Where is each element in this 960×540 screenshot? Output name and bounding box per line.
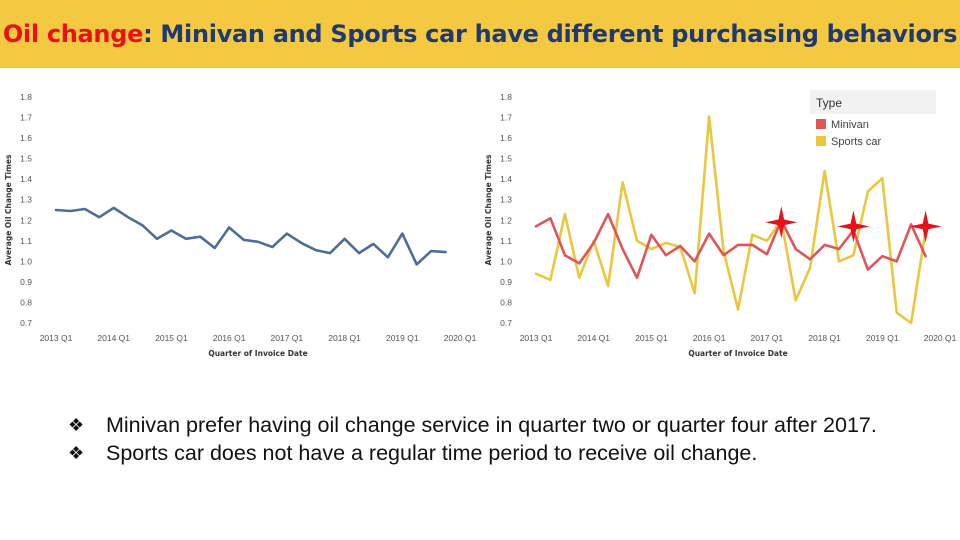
bullet-item: ❖ Minivan prefer having oil change servi… (68, 412, 928, 438)
y-tick-label: 1.4 (500, 174, 512, 184)
y-tick-label: 1.3 (20, 195, 32, 205)
y-tick-label: 0.9 (500, 277, 512, 287)
title-bar: Oil change: Minivan and Sports car have … (0, 0, 960, 68)
legend-header-bg (810, 90, 936, 114)
y-tick-label: 1.7 (20, 113, 32, 123)
bullet-marker-icon: ❖ (68, 443, 85, 463)
y-tick-label: 1.4 (20, 174, 32, 184)
x-tick-label: 2018 Q1 (328, 333, 361, 343)
bullet-text: Sports car does not have a regular time … (106, 441, 758, 465)
y-tick-label: 1.5 (500, 154, 512, 164)
y-tick-label: 0.9 (20, 277, 32, 287)
series-line-minivan (534, 212, 927, 280)
legend-swatch (816, 136, 826, 146)
x-tick-label: 2014 Q1 (577, 333, 610, 343)
y-tick-label: 0.8 (20, 297, 32, 307)
y-tick-label: 1.1 (500, 236, 512, 246)
y-tick-label: 1.8 (500, 92, 512, 102)
y-tick-label: 1.8 (20, 92, 32, 102)
bullet-list: ❖ Minivan prefer having oil change servi… (68, 412, 928, 468)
bullet-text: Minivan prefer having oil change service… (106, 413, 877, 437)
y-tick-label: 1.5 (20, 154, 32, 164)
x-tick-label: 2017 Q1 (271, 333, 304, 343)
star-icon (765, 206, 798, 239)
x-tick-label: 2019 Q1 (386, 333, 419, 343)
series-line-sports-car (534, 115, 927, 325)
x-axis-title: Quarter of Invoice Date (688, 349, 787, 358)
x-tick-label: 2015 Q1 (155, 333, 188, 343)
y-tick-label: 1.2 (500, 215, 512, 225)
chart-overall: 0.7 0.8 0.9 1.0 1.1 1.2 1.3 1.4 1.5 1.6 1.7 1.8 2013… (4, 92, 477, 358)
y-tick-label: 1.0 (20, 256, 32, 266)
x-tick-label: 2014 Q1 (97, 333, 130, 343)
legend-label: Minivan (831, 119, 869, 131)
x-tick-label: 2016 Q1 (693, 333, 726, 343)
series-line-avg (54, 206, 447, 266)
x-tick-label: 2016 Q1 (213, 333, 246, 343)
x-tick-label: 2013 Q1 (40, 333, 73, 343)
title-text: : Minivan and Sports car have different … (143, 20, 958, 48)
y-tick-label: 0.8 (500, 297, 512, 307)
x-tick-label: 2019 Q1 (866, 333, 899, 343)
x-tick-label: 2015 Q1 (635, 333, 668, 343)
title-highlight: Oil change (2, 20, 144, 48)
y-tick-label: 1.1 (20, 236, 32, 246)
y-tick-label: 0.7 (500, 318, 512, 328)
y-tick-label: 0.7 (20, 318, 32, 328)
star-icon (837, 210, 870, 243)
x-tick-label: 2020 Q1 (444, 333, 477, 343)
y-tick-label: 1.6 (20, 133, 32, 143)
y-axis-title: Average Oil Change Times (484, 154, 493, 265)
x-tick-label: 2020 Q1 (924, 333, 957, 343)
y-axis-title: Average Oil Change Times (4, 154, 13, 265)
legend-title: Type (816, 96, 842, 110)
legend-label: Sports car (831, 136, 881, 148)
bullet-item: ❖ Sports car does not have a regular tim… (68, 440, 928, 466)
bullet-marker-icon: ❖ (68, 415, 85, 435)
y-tick-label: 1.7 (500, 113, 512, 123)
y-tick-label: 1.6 (500, 133, 512, 143)
star-icon (909, 210, 942, 243)
y-tick-label: 1.0 (500, 256, 512, 266)
x-tick-label: 2018 Q1 (808, 333, 841, 343)
y-tick-label: 1.2 (20, 215, 32, 225)
x-tick-label: 2013 Q1 (520, 333, 553, 343)
chart-by-type: 0.7 0.8 0.9 1.0 1.1 1.2 1.3 1.4 1.5 1.6 1.7 1.8 2013… (484, 90, 957, 358)
y-tick-label: 1.3 (500, 195, 512, 205)
x-axis-title: Quarter of Invoice Date (208, 349, 307, 358)
x-tick-label: 2017 Q1 (751, 333, 784, 343)
legend-swatch (816, 119, 826, 129)
